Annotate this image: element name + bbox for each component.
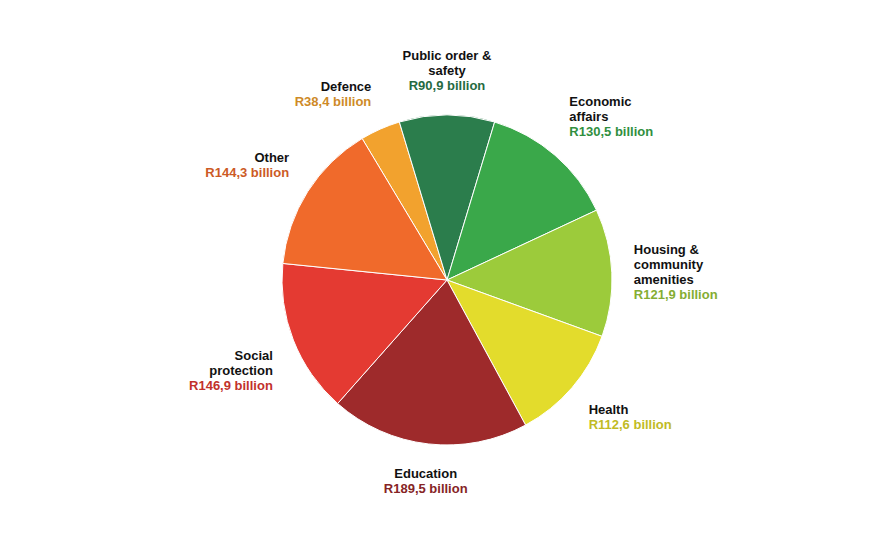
svg-text:EconomicaffairsR130,5 billion: EconomicaffairsR130,5 billion: [569, 94, 653, 139]
svg-text:DefenceR38,4 billion: DefenceR38,4 billion: [295, 79, 372, 109]
svg-text:Housing &communityamenitiesR12: Housing &communityamenitiesR121,9 billio…: [634, 242, 718, 302]
svg-text:SocialprotectionR146,9 billion: SocialprotectionR146,9 billion: [189, 348, 273, 393]
svg-text:Public order &safetyR90,9 bill: Public order &safetyR90,9 billion: [403, 48, 492, 93]
svg-text:OtherR144,3 billion: OtherR144,3 billion: [205, 150, 289, 180]
svg-text:HealthR112,6 billion: HealthR112,6 billion: [589, 402, 672, 432]
svg-text:EducationR189,5 billion: EducationR189,5 billion: [384, 466, 468, 496]
